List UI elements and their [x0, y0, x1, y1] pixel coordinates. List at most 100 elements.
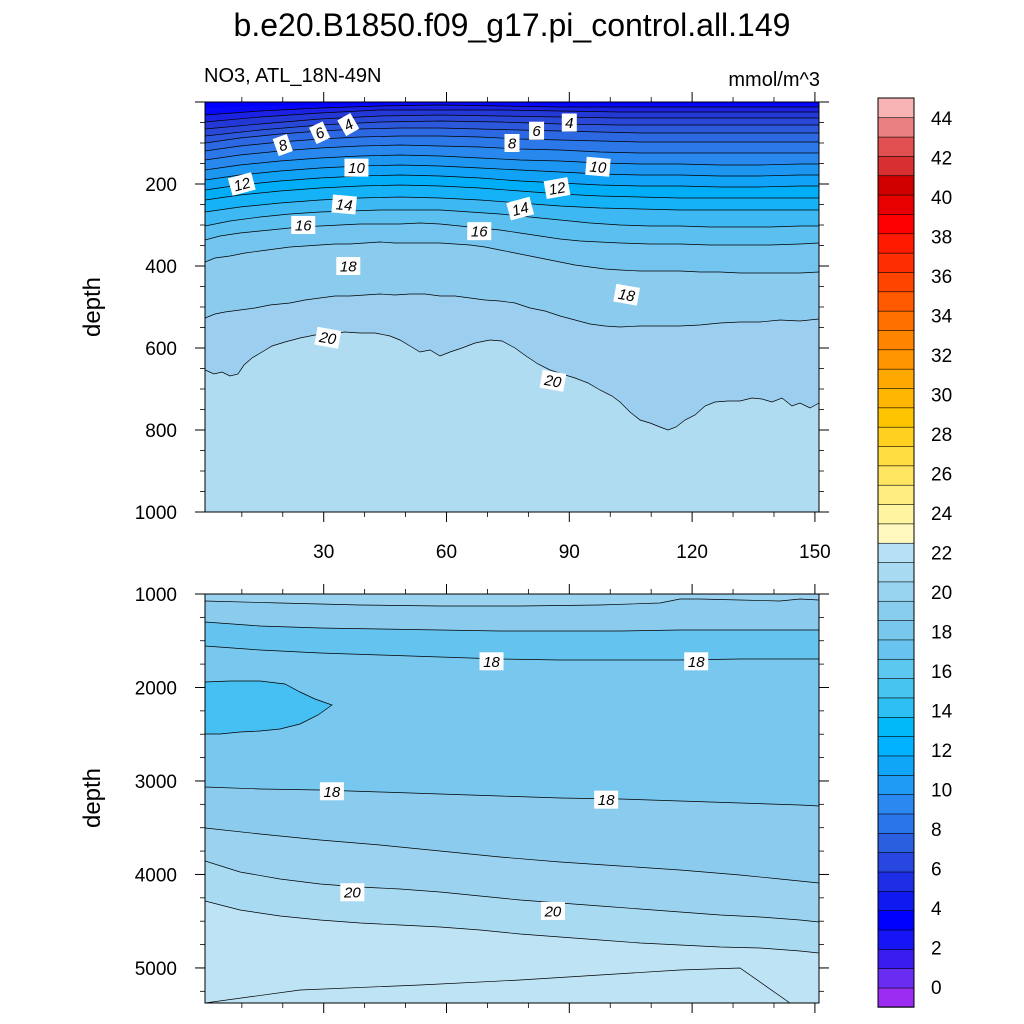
contour-label-box: [540, 901, 565, 920]
colorbar-swatch: [877, 929, 915, 950]
bottom-plot-frame: [204, 593, 820, 1004]
colorbar-swatch: [877, 213, 915, 235]
colorbar-tick-label: 40: [931, 188, 952, 209]
colorbar-tick-label: 38: [931, 227, 952, 248]
contour-label-text: 8: [508, 136, 517, 153]
colorbar-swatch: [877, 465, 915, 486]
colorbar-swatch: [877, 117, 915, 138]
colorbar-swatch: [877, 677, 915, 699]
contour-label: 14: [331, 194, 357, 215]
colorbar-swatch: [877, 136, 915, 157]
contour-label: 6: [309, 121, 331, 145]
colorbar-swatch: [877, 851, 915, 873]
colorbar-swatch: [877, 968, 915, 989]
colorbar-swatch: [877, 407, 915, 428]
contour-label: 6: [529, 121, 545, 140]
contour-label-box: [331, 194, 357, 215]
contour-label: 20: [314, 326, 342, 349]
colorbar-swatch: [877, 987, 915, 1008]
colorbar: 0246810121416182022242628303234363840424…: [877, 97, 953, 1008]
colorbar-tick-label: 4: [931, 899, 942, 920]
colorbar-swatch: [877, 387, 915, 409]
colorbar-swatch: [877, 175, 915, 196]
contour-label-box: [543, 177, 571, 200]
contour-label-text: 16: [471, 224, 488, 241]
top-x-tick-label: 120: [676, 542, 708, 563]
colorbar-swatch: [877, 445, 915, 467]
colorbar-tick-label: 10: [931, 781, 952, 802]
colorbar-swatch: [877, 310, 915, 331]
colorbar-swatch: [877, 484, 915, 505]
contour-label-box: [467, 222, 492, 241]
colorbar-tick-label: 12: [931, 741, 952, 762]
contour-label: 18: [684, 652, 709, 671]
contour-label: 18: [613, 283, 640, 306]
colorbar-tick-label: 24: [931, 504, 953, 525]
contour-label-box: [506, 196, 535, 221]
contour-label-text: 20: [542, 372, 563, 392]
colorbar-swatch: [877, 774, 915, 795]
top-y-tick-label: 1000: [135, 503, 177, 524]
colorbar-tick-label: 6: [931, 860, 942, 881]
colorbar-tick-label: 22: [931, 544, 952, 565]
contour-label: 18: [594, 790, 619, 809]
contour-label: 8: [272, 134, 293, 157]
colorbar-tick-label: 16: [931, 662, 952, 683]
colorbar-swatch: [877, 97, 915, 119]
contour-label-box: [585, 156, 611, 177]
contour-label-box: [613, 283, 640, 306]
bottom-y-axis-title: depth: [79, 768, 106, 828]
contour-label-text: 18: [598, 792, 615, 809]
bottom-contour-labels: 18 18 18 18 20 20: [319, 652, 709, 920]
contour-label-box: [309, 121, 331, 145]
bottom-axes: 1000 2000 3000 4000 5000: [135, 584, 829, 1013]
colorbar-swatch: [877, 755, 915, 776]
top-band-2-3: [205, 102, 819, 108]
bottom-y-tick-label: 3000: [135, 772, 177, 793]
bottom-nitrate-pocket: [205, 681, 332, 734]
colorbar-swatch: [877, 291, 915, 312]
contour-label-text: 10: [348, 160, 365, 177]
bottom-y-tick-label: 2000: [135, 678, 177, 699]
top-axes: 200 400 600 800 1000 30 60 90 120 150: [135, 92, 831, 563]
colorbar-tick-label: 2: [931, 939, 942, 960]
colorbar-swatch: [877, 329, 915, 351]
contour-label-text: 14: [510, 199, 531, 220]
contour-label-box: [561, 113, 577, 132]
colorbar-tick-label: 8: [931, 820, 942, 841]
top-x-tick-label: 150: [799, 542, 831, 563]
contour-label-box: [344, 158, 369, 177]
colorbar-swatch: [877, 252, 915, 273]
contour-label-text: 16: [295, 218, 312, 235]
colorbar-tick-label: 44: [931, 109, 953, 130]
colorbar-swatch: [877, 271, 915, 293]
top-y-axis-title: depth: [79, 277, 106, 337]
colorbar-frame: [877, 97, 915, 1008]
contour-label: 14: [506, 196, 535, 221]
colorbar-swatch: [877, 948, 915, 970]
colorbar-swatch: [877, 697, 915, 718]
contour-label-box: [594, 790, 619, 809]
colorbar-swatch: [877, 368, 915, 389]
contour-label: 16: [467, 222, 492, 241]
contour-label-box: [227, 172, 256, 196]
contour-label: 20: [340, 883, 365, 902]
top-y-tick-label: 800: [145, 421, 177, 442]
contour-label: 4: [561, 113, 577, 132]
colorbar-swatch: [877, 600, 915, 621]
top-x-tick-label: 90: [559, 542, 580, 563]
colorbar-tick-label: 26: [931, 464, 952, 485]
contour-label: 12: [227, 172, 256, 196]
contour-label: 18: [479, 652, 504, 671]
top-y-tick-label: 400: [145, 257, 177, 278]
top-band-3-4: [205, 102, 819, 115]
colorbar-tick-label: 0: [931, 978, 942, 999]
colorbar-tick-label: 42: [931, 148, 952, 169]
contour-label-text: 10: [589, 159, 608, 177]
colorbar-swatch: [877, 735, 915, 757]
colorbar-swatch: [877, 813, 915, 834]
colorbar-tick-label: 14: [931, 702, 953, 723]
bottom-band-18-19-upper: [205, 594, 819, 606]
contour-label-text: 14: [335, 196, 353, 214]
